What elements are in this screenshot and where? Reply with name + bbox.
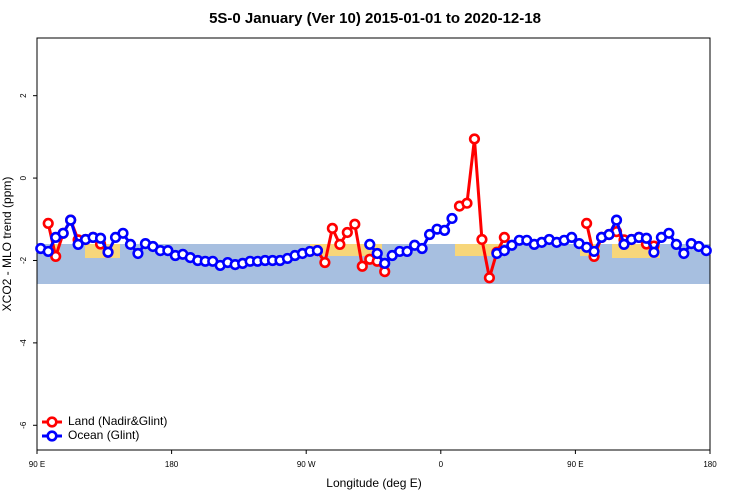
point — [42, 245, 54, 258]
point — [461, 197, 473, 209]
point — [162, 244, 174, 257]
point — [334, 238, 346, 251]
y-tick-label: 0 — [19, 175, 28, 180]
point — [311, 244, 324, 257]
point — [371, 247, 383, 260]
x-tick-label: 90 E — [29, 460, 45, 469]
point — [670, 238, 682, 251]
point — [57, 227, 69, 239]
legend-label: Ocean (Glint) — [68, 428, 139, 442]
point — [446, 212, 458, 225]
point — [648, 246, 660, 258]
point — [364, 238, 376, 251]
chart-title: 5S-0 January (Ver 10) 2015-01-01 to 2020… — [209, 10, 541, 27]
point — [356, 260, 368, 272]
point — [50, 250, 62, 262]
point — [124, 238, 137, 251]
point — [65, 214, 77, 226]
point — [566, 231, 578, 244]
point — [610, 214, 623, 226]
y-tick-label: -2 — [19, 256, 28, 264]
x-tick-label: 180 — [165, 460, 179, 469]
y-tick-label: -6 — [19, 421, 28, 429]
point — [498, 244, 510, 257]
point — [581, 217, 593, 229]
point — [423, 228, 436, 241]
point — [483, 272, 496, 284]
x-tick-label: 90 E — [567, 460, 583, 469]
y-axis-label: XCO2 - MLO trend (ppm) — [0, 177, 14, 312]
point — [618, 238, 630, 251]
legend-marker — [46, 430, 58, 442]
point — [379, 257, 391, 269]
y-tick-label: 2 — [19, 93, 28, 98]
point — [349, 218, 361, 230]
x-tick-label: 90 W — [297, 460, 316, 469]
land-strip — [455, 244, 503, 256]
point — [341, 226, 353, 239]
point — [438, 224, 451, 237]
point — [401, 245, 413, 258]
point — [498, 231, 510, 244]
point — [663, 227, 675, 239]
x-tick-label: 0 — [439, 460, 444, 469]
point — [72, 238, 84, 251]
point — [94, 232, 107, 244]
x-tick-label: 180 — [703, 460, 717, 469]
point — [588, 245, 600, 258]
point — [102, 246, 114, 258]
point — [603, 228, 615, 241]
point — [678, 247, 690, 260]
x-axis-label: Longitude (deg E) — [326, 476, 421, 490]
y-tick-label: -4 — [19, 339, 28, 347]
point — [506, 239, 518, 251]
plot-frame — [36, 37, 711, 451]
legend-label: Land (Nadir&Glint) — [68, 414, 167, 428]
point — [700, 244, 712, 257]
point — [640, 232, 653, 244]
point — [117, 227, 129, 239]
point — [326, 222, 338, 234]
point — [416, 242, 428, 255]
legend-marker — [46, 416, 58, 428]
point — [319, 256, 331, 269]
point — [476, 233, 488, 246]
point — [468, 133, 481, 145]
point — [132, 247, 144, 260]
point — [42, 217, 54, 229]
